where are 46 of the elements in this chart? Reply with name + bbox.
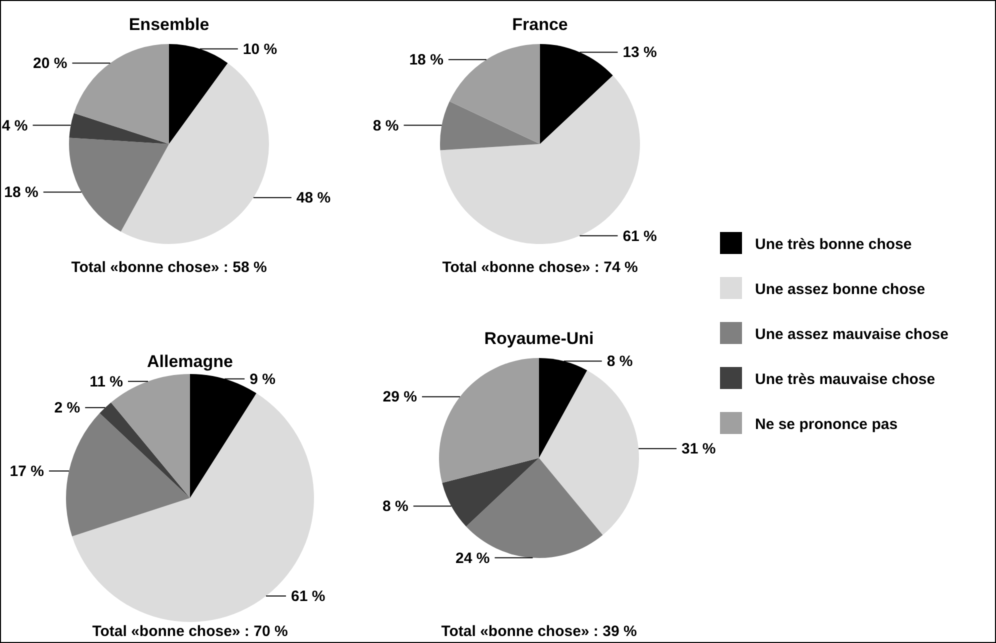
legend-label: Une assez mauvaise chose <box>755 326 948 343</box>
data-label: 10 % <box>242 40 278 58</box>
pie-slice <box>74 44 169 144</box>
chart-title: Allemagne <box>147 352 233 371</box>
pie-slice <box>440 101 540 150</box>
data-label: 8 % <box>606 353 633 370</box>
data-label: 31 % <box>682 440 716 458</box>
data-label: 17 % <box>10 462 44 480</box>
data-label: 2 % <box>54 400 80 417</box>
pie-slice <box>450 44 540 144</box>
legend-label: Une assez bonne chose <box>755 281 926 298</box>
legend-label: Une très bonne chose <box>755 236 912 253</box>
data-label: 61 % <box>291 588 326 605</box>
data-label: 61 % <box>622 228 657 245</box>
data-label: 11 % <box>90 373 123 390</box>
data-label: 24 % <box>456 550 490 567</box>
data-label: 8 % <box>382 498 408 516</box>
pie-slice <box>539 370 639 536</box>
data-label: 48 % <box>296 190 331 207</box>
pie-slice <box>69 138 169 232</box>
chart-title: France <box>512 15 568 34</box>
data-label: 29 % <box>382 388 417 406</box>
data-label: 20 % <box>33 55 68 72</box>
chart-title: Ensemble <box>128 15 210 34</box>
pie-slice <box>442 458 539 526</box>
pie-slice <box>100 402 190 498</box>
text: Total «bonne chose» : 70 % <box>92 623 288 640</box>
data-label: 18 % <box>4 184 38 202</box>
pie-slice <box>110 374 190 498</box>
pie-slice <box>440 76 640 244</box>
data-label: 4 % <box>2 117 28 134</box>
legend-label: Ne se prononce pas <box>755 416 898 433</box>
data-label: 8 % <box>372 117 399 134</box>
pie-slice <box>439 358 539 483</box>
chart-title: Royaume-Uni <box>484 329 594 348</box>
pie-slice <box>66 413 190 536</box>
pie-slice <box>69 113 169 144</box>
text: Total «bonne chose» : 74 % <box>442 259 638 276</box>
data-label: 18 % <box>409 52 444 69</box>
pie-slice <box>190 374 256 498</box>
data-label: 9 % <box>250 370 276 388</box>
pie-slice <box>120 63 269 244</box>
text: Total «bonne chose» : 39 % <box>441 623 637 640</box>
text: Total «bonne chose» : 58 % <box>71 259 267 276</box>
legend-label: Une très mauvaise chose <box>755 371 936 388</box>
data-label: 13 % <box>622 44 657 62</box>
